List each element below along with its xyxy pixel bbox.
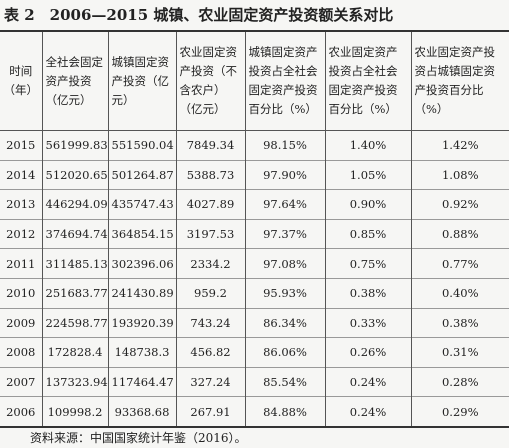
table-cell: 435747.43 <box>107 189 176 220</box>
table-row: 2011 311485.13 302396.06 2334.2 97.08% 0.75% 0… <box>0 248 509 279</box>
table-cell: 4027.89 <box>175 189 245 220</box>
table-row: 2007 137323.94 117464.47 327.24 85.54% 0.24% 0… <box>0 366 509 397</box>
table-cell: 2009 <box>0 307 42 338</box>
source-note: 资料来源：中国国家统计年鉴（2016）。 <box>30 431 247 445</box>
table-cell: 5388.73 <box>175 159 245 190</box>
table-cell: 2014 <box>0 159 42 190</box>
table-cell: 0.75% <box>324 248 411 279</box>
table-cell: 501264.87 <box>107 159 176 190</box>
table-cell: 85.54% <box>244 366 325 397</box>
table-cell: 109998.2 <box>41 396 108 427</box>
table-cell: 327.24 <box>175 366 245 397</box>
table-cell: 0.88% <box>410 218 509 249</box>
table-cell: 0.77% <box>410 248 509 279</box>
table-title: 表 2 2006—2015 城镇、农业固定资产投资额关系对比 <box>4 6 394 24</box>
table-cell: 193920.39 <box>107 307 176 338</box>
table-cell: 456.82 <box>175 337 245 368</box>
table-cell: 0.29% <box>410 396 509 427</box>
table-row: 2010 251683.77 241430.89 959.2 95.93% 0.38% 0.… <box>0 277 509 309</box>
table-cell: 0.24% <box>324 366 411 397</box>
table-cell: 512020.65 <box>41 159 108 190</box>
table-cell: 2007 <box>0 366 42 397</box>
table-cell: 97.90% <box>244 159 325 190</box>
table-cell: 302396.06 <box>107 248 176 279</box>
header-cell: 时间（年） <box>0 31 42 131</box>
table-cell: 93368.68 <box>107 396 176 427</box>
table-cell: 2012 <box>0 218 42 249</box>
table-cell: 0.38% <box>324 277 411 309</box>
table-cell: 561999.83 <box>41 130 108 161</box>
table-cell: 98.15% <box>244 130 325 161</box>
table-cell: 0.28% <box>410 366 509 397</box>
header-cell: 城镇固定资产投资（亿元） <box>107 31 176 131</box>
header-row: 时间（年） 全社会固定资产投资（亿元） 城镇固定资产投资（亿元） 农业固定资产投资（不… <box>0 31 509 131</box>
table-cell: 148738.3 <box>107 337 176 368</box>
table-cell: 172828.4 <box>41 337 108 368</box>
table-cell: 1.42% <box>410 130 509 161</box>
table-cell: 224598.77 <box>41 307 108 338</box>
table-cell: 0.24% <box>324 396 411 427</box>
table-cell: 364854.15 <box>107 218 176 249</box>
table-row: 2014 512020.65 501264.87 5388.73 97.90% 1.05%… <box>0 159 509 190</box>
table-cell: 743.24 <box>175 307 245 338</box>
table-cell: 3197.53 <box>175 218 245 249</box>
table-cell: 1.08% <box>410 159 509 190</box>
table-row: 2012 374694.74 364854.15 3197.53 97.37% 0.85%… <box>0 218 509 249</box>
data-table: 时间（年） 全社会固定资产投资（亿元） 城镇固定资产投资（亿元） 农业固定资产投资（不… <box>0 30 509 428</box>
table-body: 2015 561999.83 551590.04 7849.34 98.15% 1.40%… <box>0 130 509 427</box>
table-cell: 0.33% <box>324 307 411 338</box>
table-cell: 446294.09 <box>41 189 108 220</box>
table-cell: 1.05% <box>324 159 411 190</box>
table-cell: 2011 <box>0 248 42 279</box>
table-cell: 2015 <box>0 130 42 161</box>
table-cell: 551590.04 <box>107 130 176 161</box>
table-cell: 959.2 <box>175 277 245 309</box>
table-cell: 0.92% <box>410 189 509 220</box>
table-cell: 86.06% <box>244 337 325 368</box>
table-cell: 7849.34 <box>175 130 245 161</box>
table-cell: 311485.13 <box>41 248 108 279</box>
table-row: 2008 172828.4 148738.3 456.82 86.06% 0.26% 0.3… <box>0 337 509 368</box>
table-cell: 84.88% <box>244 396 325 427</box>
table-cell: 1.40% <box>324 130 411 161</box>
header-cell: 农业固定资产投资占城镇固定资产投资百分比（%） <box>410 31 509 131</box>
table-row: 2009 224598.77 193920.39 743.24 86.34% 0.33% 0… <box>0 307 509 338</box>
table-cell: 0.26% <box>324 337 411 368</box>
table-cell: 0.31% <box>410 337 509 368</box>
table-cell: 241430.89 <box>107 277 176 309</box>
table-cell: 86.34% <box>244 307 325 338</box>
table-cell: 374694.74 <box>41 218 108 249</box>
table-cell: 251683.77 <box>41 277 108 309</box>
header-cell: 全社会固定资产投资（亿元） <box>41 31 108 131</box>
table-cell: 117464.47 <box>107 366 176 397</box>
header-cell: 城镇固定资产投资占全社会固定资产投资百分比（%） <box>244 31 325 131</box>
table-cell: 0.90% <box>324 189 411 220</box>
table-cell: 2010 <box>0 277 42 309</box>
table-cell: 137323.94 <box>41 366 108 397</box>
table-cell: 2013 <box>0 189 42 220</box>
table-head: 时间（年） 全社会固定资产投资（亿元） 城镇固定资产投资（亿元） 农业固定资产投资（不… <box>0 31 509 131</box>
table-row: 2015 561999.83 551590.04 7849.34 98.15% 1.40%… <box>0 130 509 161</box>
table-cell: 2334.2 <box>175 248 245 279</box>
table-cell: 0.40% <box>410 277 509 309</box>
table-cell: 97.08% <box>244 248 325 279</box>
table-cell: 0.38% <box>410 307 509 338</box>
table-cell: 2006 <box>0 396 42 427</box>
table-row: 2013 446294.09 435747.43 4027.89 97.64% 0.90%… <box>0 189 509 220</box>
header-cell: 农业固定资产投资（不含农户）（亿元） <box>175 31 245 131</box>
table-cell: 267.91 <box>175 396 245 427</box>
table-cell: 95.93% <box>244 277 325 309</box>
table-cell: 0.85% <box>324 218 411 249</box>
table-row: 2006 109998.2 93368.68 267.91 84.88% 0.24% 0.2… <box>0 396 509 427</box>
header-cell: 农业固定资产投资占全社会固定资产投资百分比（%） <box>324 31 411 131</box>
table-cell: 97.64% <box>244 189 325 220</box>
table-cell: 2008 <box>0 337 42 368</box>
table-cell: 97.37% <box>244 218 325 249</box>
